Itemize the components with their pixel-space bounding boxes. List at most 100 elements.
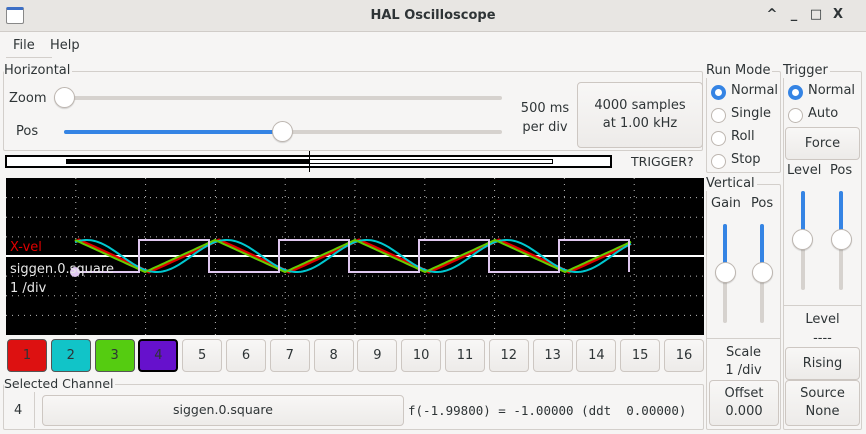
samples-line2: at 1.00 kHz xyxy=(602,116,678,131)
scale-title: Scale xyxy=(726,345,761,360)
gain-slider-handle[interactable] xyxy=(715,262,736,283)
source-title: Source xyxy=(800,386,845,402)
trigger-pos-label: Pos xyxy=(830,163,853,178)
channel-button-7[interactable]: 7 xyxy=(269,339,310,372)
rate-line2: per div xyxy=(522,120,568,135)
force-button[interactable]: Force xyxy=(785,127,860,160)
run-mode-radio-stop[interactable] xyxy=(711,154,726,169)
pos-slider-handle[interactable] xyxy=(272,121,293,142)
run-mode-radio-normal[interactable] xyxy=(711,85,726,100)
channel-button-9[interactable]: 9 xyxy=(357,339,398,372)
trigger-mode-label-auto[interactable]: Auto xyxy=(808,106,839,121)
channel-readout: f(-1.99800) = -1.00000 (ddt 0.00000) xyxy=(408,403,687,418)
channel-button-3[interactable]: 3 xyxy=(94,339,135,372)
channel-button-16[interactable]: 16 xyxy=(664,339,704,372)
samples-line1: 4000 samples xyxy=(594,98,686,114)
time-per-div: 500 ms per div xyxy=(515,99,575,137)
channel1-label: X-vel xyxy=(10,240,42,255)
channel-button-11[interactable]: 11 xyxy=(445,339,485,372)
scale-label: 1 /div xyxy=(10,281,47,296)
offset-title: Offset xyxy=(724,386,764,402)
trigger-level-fill xyxy=(801,191,805,239)
channel-button-8[interactable]: 8 xyxy=(313,339,354,372)
channel-button-14[interactable]: 14 xyxy=(576,339,617,372)
trigger-level-handle[interactable] xyxy=(792,229,813,250)
divider xyxy=(707,338,781,339)
zoom-slider-handle[interactable] xyxy=(54,87,75,108)
offset-button[interactable]: Offset 0.000 xyxy=(709,380,779,426)
trace-channel-2 xyxy=(74,239,632,273)
window-icon xyxy=(6,7,24,24)
scale-readout: Scale 1 /div xyxy=(706,344,781,380)
channel-button-6[interactable]: 6 xyxy=(226,339,266,372)
trigger-level-readout: Level ---- xyxy=(783,310,862,348)
trigger-legend: Trigger xyxy=(783,63,830,78)
menu-help[interactable]: Help xyxy=(50,38,80,53)
selected-channel-legend: Selected Channel xyxy=(4,376,116,391)
level-value: ---- xyxy=(813,331,832,346)
scale-value: 1 /div xyxy=(725,363,762,378)
source-button[interactable]: Source None xyxy=(785,380,860,426)
trigger-status: TRIGGER? xyxy=(631,154,694,169)
channel-button-10[interactable]: 10 xyxy=(401,339,442,372)
trigger-pos-fill xyxy=(839,191,843,239)
pos-slider-fill xyxy=(64,130,284,134)
channel-button-5[interactable]: 5 xyxy=(182,339,223,372)
channel-button-4[interactable]: 4 xyxy=(138,339,179,372)
channel-button-2[interactable]: 2 xyxy=(50,339,91,372)
run-mode-radio-roll[interactable] xyxy=(711,131,726,146)
gain-slider-fill xyxy=(723,224,727,272)
channel-button-15[interactable]: 15 xyxy=(620,339,661,372)
divider xyxy=(784,305,862,306)
trace-channel-3 xyxy=(74,238,632,274)
channel-button-1[interactable]: 1 xyxy=(7,339,47,372)
trigger-mode-radio-auto[interactable] xyxy=(788,108,803,123)
menu-divider xyxy=(6,57,52,58)
scope-plot[interactable]: X-vel siggen.0.square 1 /div xyxy=(6,178,704,335)
run-mode-label-normal[interactable]: Normal xyxy=(731,83,779,98)
channel-button-13[interactable]: 13 xyxy=(532,339,573,372)
record-viewed-region xyxy=(66,159,309,164)
vertical-pos-label: Pos xyxy=(751,196,774,211)
edge-button[interactable]: Rising xyxy=(785,347,860,380)
channel4-label: siggen.0.square xyxy=(10,262,114,277)
horizontal-legend: Horizontal xyxy=(4,63,73,78)
zoom-slider[interactable] xyxy=(64,96,502,100)
shade-button[interactable]: ^ xyxy=(766,7,778,22)
rate-line1: 500 ms xyxy=(520,101,570,116)
divider xyxy=(34,392,35,428)
menu-file[interactable]: File xyxy=(13,38,35,53)
trigger-marker xyxy=(309,151,310,172)
source-value: None xyxy=(805,404,840,419)
vertical-legend: Vertical xyxy=(706,176,757,191)
offset-value: 0.000 xyxy=(725,404,763,419)
trigger-mode-label-normal[interactable]: Normal xyxy=(808,83,856,98)
maximize-button[interactable]: □ xyxy=(809,7,823,22)
run-mode-label-stop[interactable]: Stop xyxy=(731,152,761,167)
channel-name-button[interactable]: siggen.0.square xyxy=(42,395,404,426)
title-bar: HAL Oscilloscope ^ _ □ X xyxy=(0,0,866,32)
window-title: HAL Oscilloscope xyxy=(370,8,496,23)
level-title: Level xyxy=(805,312,840,327)
scope-canvas[interactable] xyxy=(6,178,704,335)
run-mode-label-single[interactable]: Single xyxy=(731,106,771,121)
run-mode-radio-single[interactable] xyxy=(711,108,726,123)
vertical-pos-slider-fill xyxy=(760,224,764,272)
gain-label: Gain xyxy=(711,196,741,211)
close-button[interactable]: X xyxy=(832,7,844,22)
channel4-marker xyxy=(70,267,80,277)
trace-channel-4 xyxy=(75,239,630,273)
samples-button[interactable]: 4000 samples at 1.00 kHz xyxy=(577,82,703,148)
trigger-pos-handle[interactable] xyxy=(831,229,852,250)
record-position-bar xyxy=(5,151,612,172)
selected-channel-frame xyxy=(3,384,704,430)
trigger-mode-radio-normal[interactable] xyxy=(788,85,803,100)
zoom-label: Zoom xyxy=(9,91,47,106)
pos-label: Pos xyxy=(16,124,39,139)
vertical-pos-slider-handle[interactable] xyxy=(752,262,773,283)
run-mode-label-roll[interactable]: Roll xyxy=(731,129,755,144)
selected-channel-number: 4 xyxy=(14,403,23,418)
channel-button-12[interactable]: 12 xyxy=(488,339,529,372)
minimize-button[interactable]: _ xyxy=(790,7,798,22)
trigger-level-label: Level xyxy=(787,163,822,178)
